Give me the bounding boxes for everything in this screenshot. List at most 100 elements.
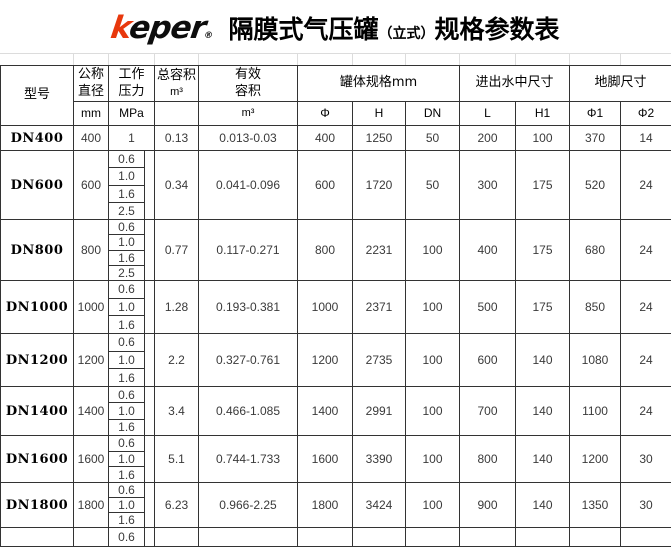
col-header-pressure: 工作压力 — [109, 66, 155, 102]
col-header-pressure-line2: 压力 — [109, 84, 154, 101]
keper-logo: keper® — [109, 10, 217, 46]
col-group-foot: 地脚尺寸 — [570, 66, 671, 102]
cell-tank-h: 1720 — [353, 151, 406, 220]
subcol-dn: DN — [406, 102, 460, 126]
empty-cell — [155, 102, 199, 126]
cell-effective-volume: 0.327-0.761 — [199, 334, 298, 387]
unit-mpa: MPa — [109, 102, 155, 126]
cell-tank-phi: 400 — [298, 126, 353, 151]
cell-diameter: 1200 — [74, 334, 109, 387]
pressure-value: 1.6 — [109, 420, 145, 435]
cell-effective-volume: 0.466-1.085 — [199, 387, 298, 436]
cell-model: DN1400 — [1, 387, 74, 436]
cell-tank-h: 2735 — [353, 334, 406, 387]
cell-diameter: 800 — [74, 220, 109, 281]
cell-inlet-h1: 140 — [516, 334, 570, 387]
cell-effective-volume: 0.966-2.25 — [199, 483, 298, 528]
cell-diameter: 400 — [74, 126, 109, 151]
cell-tank-dn: 50 — [406, 126, 460, 151]
cell-inlet-h1: 175 — [516, 220, 570, 281]
cell-foot-phi2: 30 — [621, 483, 671, 528]
cell-model — [1, 528, 74, 547]
cell-inlet-l: 600 — [460, 334, 516, 387]
pressure-value: 2.5 — [109, 266, 145, 280]
page-title-main: 隔膜式气压罐 — [229, 15, 379, 44]
cell-total-volume: 6.23 — [155, 483, 199, 528]
spreadsheet-gridline-strip — [0, 53, 671, 65]
pressure-value: 0.6 — [109, 483, 145, 498]
pressure-value: 0.6 — [109, 151, 145, 168]
cell-tank-phi: 1000 — [298, 281, 353, 334]
cell-tank-phi — [298, 528, 353, 547]
cell-tank-h: 2231 — [353, 220, 406, 281]
cell-pressure: 1 — [109, 126, 155, 151]
pressure-value: 1.0 — [109, 235, 145, 250]
col-header-total-volume-unit: m³ — [155, 85, 198, 99]
col-header-effective-line1: 有效 — [199, 67, 297, 84]
cell-foot-phi2: 30 — [621, 436, 671, 483]
cell-total-volume: 3.4 — [155, 387, 199, 436]
pressure-value: 0.6 — [109, 281, 145, 299]
cell-tank-phi: 600 — [298, 151, 353, 220]
cell-foot-phi2: 24 — [621, 281, 671, 334]
col-group-tank-spec: 罐体规格mm — [298, 66, 460, 102]
col-header-effective-volume: 有效容积 — [199, 66, 298, 102]
cell-tank-h: 3424 — [353, 483, 406, 528]
col-header-diameter-line1: 公称 — [74, 67, 108, 84]
col-header-diameter-line2: 直径 — [74, 84, 108, 101]
cell-inlet-h1: 140 — [516, 387, 570, 436]
cell-inlet-l: 300 — [460, 151, 516, 220]
subcol-phi1: Φ1 — [570, 102, 621, 126]
cell-effective-volume — [199, 528, 298, 547]
subcol-h1: H1 — [516, 102, 570, 126]
cell-total-volume: 0.77 — [155, 220, 199, 281]
cell-effective-volume: 0.041-0.096 — [199, 151, 298, 220]
cell-diameter — [74, 528, 109, 547]
pressure-value: 0.6 — [109, 387, 145, 403]
cell-inlet-h1 — [516, 528, 570, 547]
col-header-model: 型号 — [1, 66, 74, 126]
cell-diameter: 1000 — [74, 281, 109, 334]
cell-foot-phi1: 370 — [570, 126, 621, 151]
cell-tank-h — [353, 528, 406, 547]
cell-effective-volume: 0.117-0.271 — [199, 220, 298, 281]
pressure-value: 0.6 — [109, 436, 145, 452]
pressure-value: 1.6 — [109, 513, 145, 527]
cell-tank-dn: 50 — [406, 151, 460, 220]
cell-effective-volume: 0.013-0.03 — [199, 126, 298, 151]
cell-effective-volume: 0.193-0.381 — [199, 281, 298, 334]
cell-model: DN1800 — [1, 483, 74, 528]
cell-diameter: 1400 — [74, 387, 109, 436]
subcol-phi2: Φ2 — [621, 102, 671, 126]
subcol-h: H — [353, 102, 406, 126]
pressure-value: 0.6 — [109, 528, 145, 546]
cell-foot-phi2 — [621, 528, 671, 547]
pressure-value: 1.0 — [109, 352, 145, 370]
subcol-l: L — [460, 102, 516, 126]
cell-pressure: 0.6 — [109, 528, 155, 547]
cell-total-volume: 5.1 — [155, 436, 199, 483]
cell-foot-phi2: 14 — [621, 126, 671, 151]
cell-foot-phi2: 24 — [621, 220, 671, 281]
pressure-value: 2.5 — [109, 203, 145, 219]
pressure-value: 1.0 — [109, 403, 145, 419]
cell-inlet-l: 500 — [460, 281, 516, 334]
pressure-value: 1.0 — [109, 299, 145, 317]
cell-model: DN1200 — [1, 334, 74, 387]
cell-model: DN800 — [1, 220, 74, 281]
cell-tank-h: 2371 — [353, 281, 406, 334]
cell-foot-phi2: 24 — [621, 151, 671, 220]
page-title-paren: （立式） — [379, 26, 435, 42]
cell-effective-volume: 0.744-1.733 — [199, 436, 298, 483]
cell-model: DN600 — [1, 151, 74, 220]
